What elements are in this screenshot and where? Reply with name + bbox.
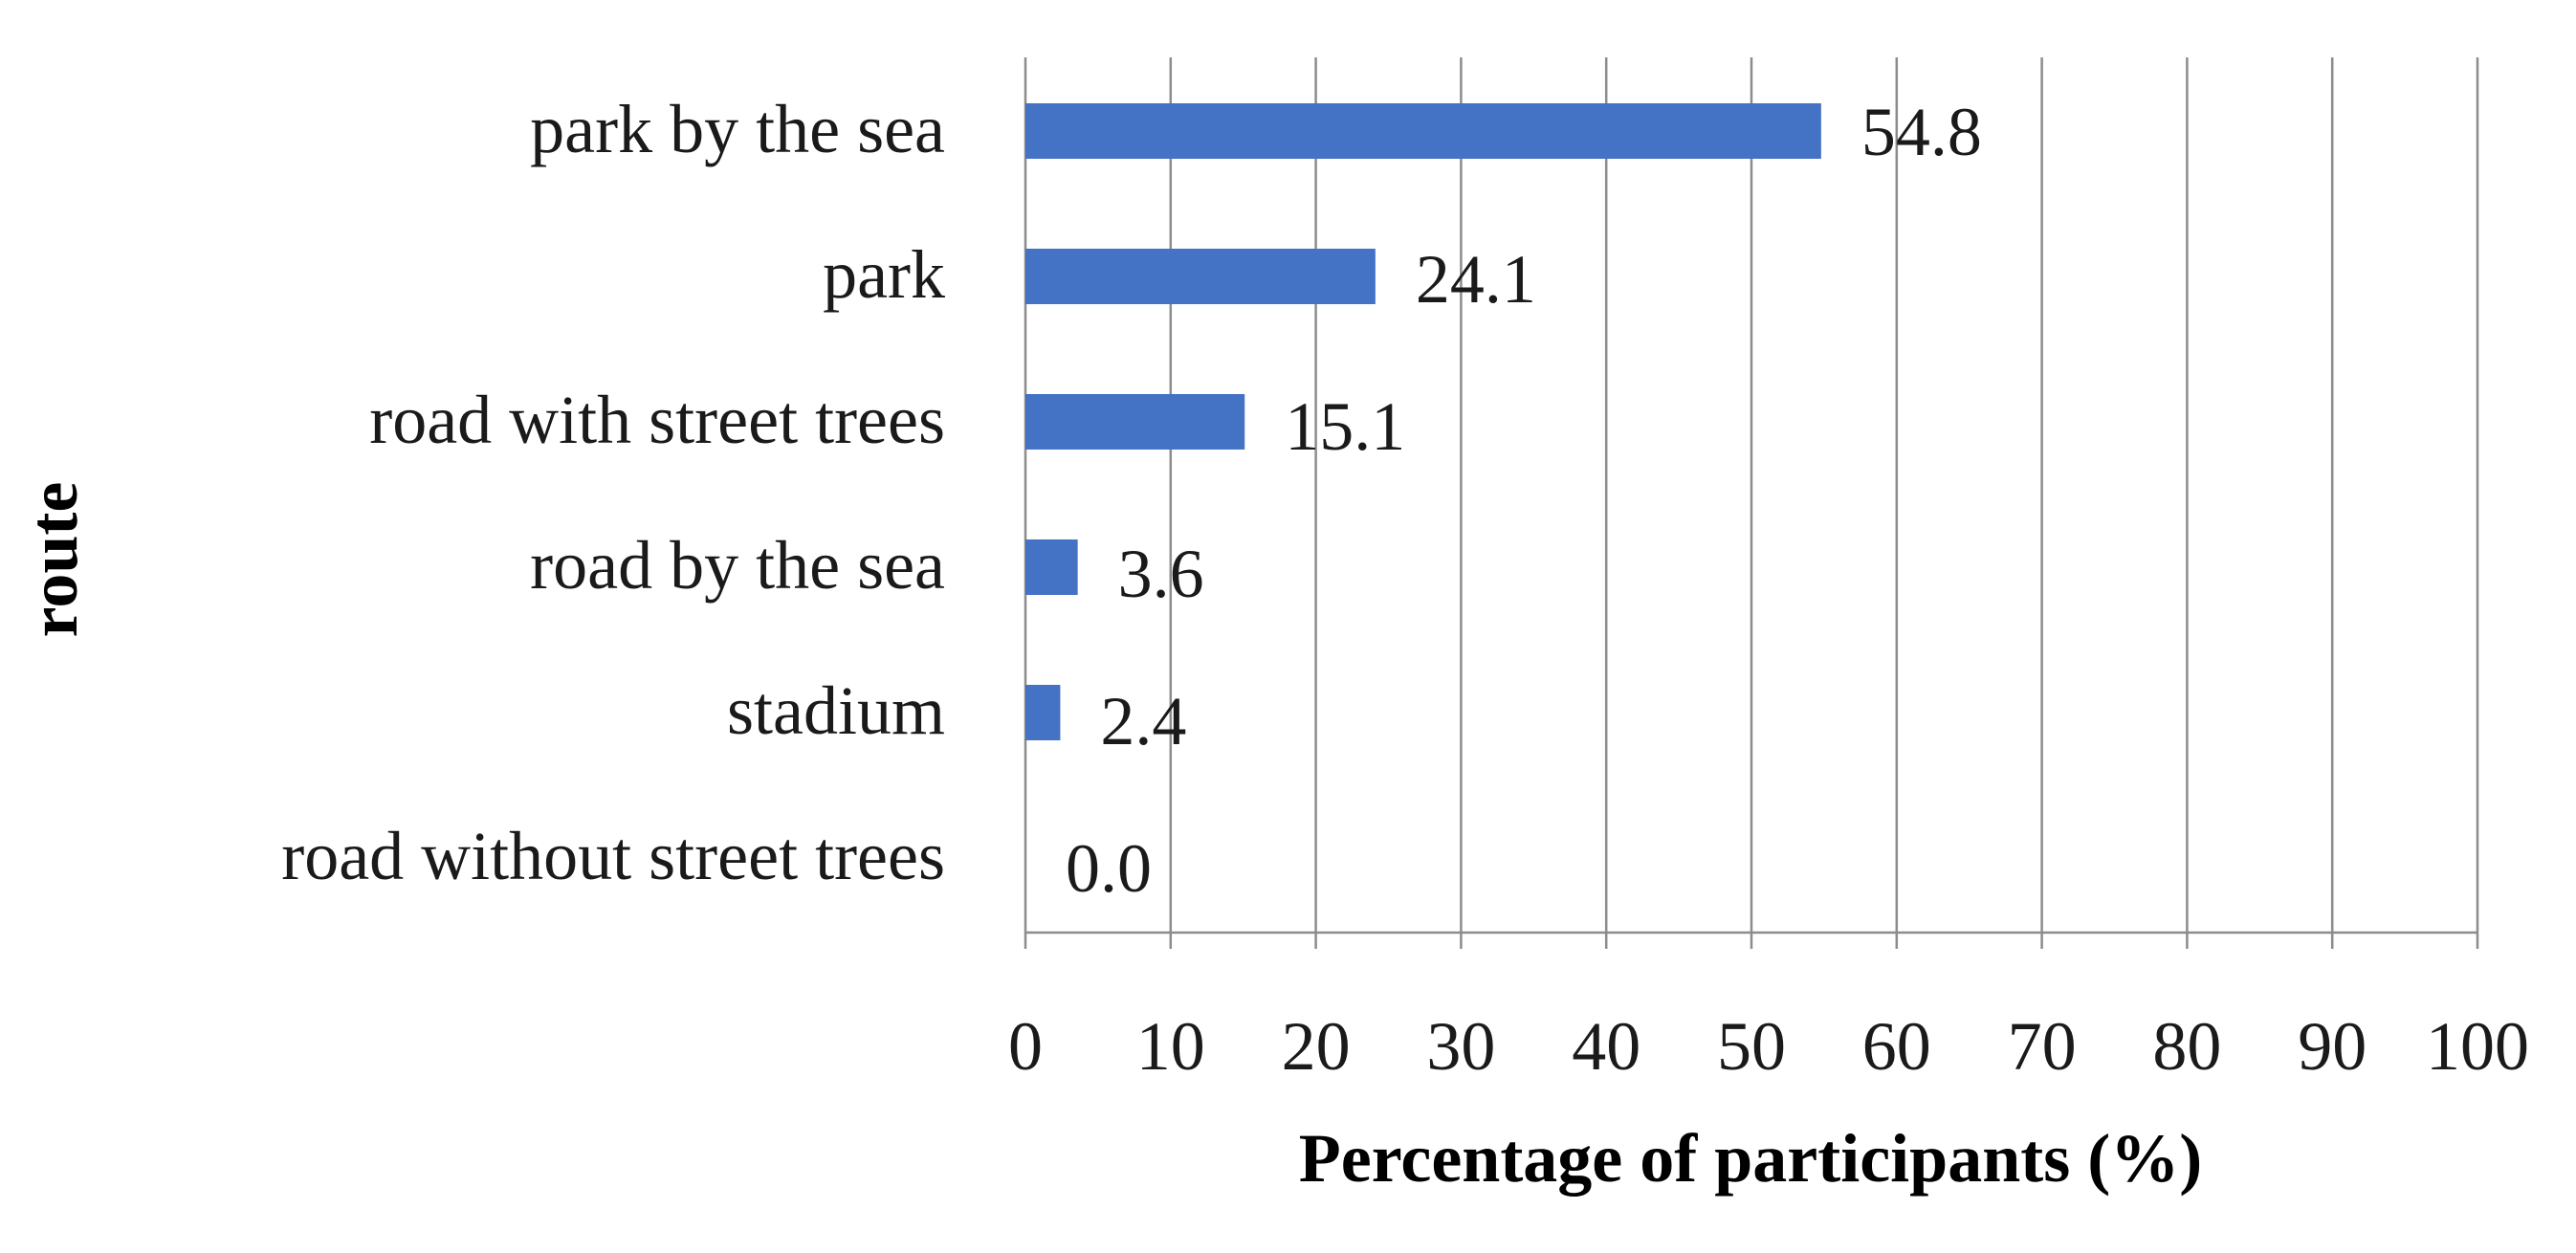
x-tick-label: 60 (1862, 1008, 1931, 1085)
category-label: road with street trees (369, 382, 945, 458)
x-tick-label: 10 (1136, 1008, 1205, 1085)
x-tick-labels: 0 10 20 30 40 50 60 70 80 90 100 (1008, 1008, 2529, 1085)
data-label: 24.1 (1416, 241, 1536, 318)
x-tick-label: 80 (2152, 1008, 2221, 1085)
bar (1025, 394, 1245, 450)
x-tick-label: 30 (1426, 1008, 1495, 1085)
category-label: road by the sea (530, 527, 945, 604)
bars (1025, 103, 1821, 740)
data-label: 15.1 (1285, 388, 1405, 465)
bar (1025, 249, 1376, 304)
data-label: 2.4 (1100, 683, 1186, 759)
x-tick-label: 20 (1282, 1008, 1351, 1085)
y-axis-title: route (15, 482, 92, 638)
bar (1025, 103, 1821, 159)
category-label: road without street trees (281, 818, 945, 894)
category-labels: park by the sea park road with street tree… (281, 91, 945, 894)
x-tick-label: 40 (1572, 1008, 1640, 1085)
bar (1025, 539, 1078, 595)
x-axis-title: Percentage of participants (%) (1299, 1120, 2202, 1197)
data-label: 0.0 (1066, 830, 1152, 907)
x-tick-label: 50 (1717, 1008, 1786, 1085)
data-label: 54.8 (1861, 94, 1982, 170)
x-tick-label: 70 (2008, 1008, 2077, 1085)
x-tick-label: 0 (1008, 1008, 1043, 1085)
data-labels: 54.8 24.115.1 3.6 2.4 0.0 (1066, 94, 1982, 907)
bar (1025, 685, 1061, 740)
gridlines (1024, 57, 2479, 949)
category-label: stadium (727, 672, 945, 749)
x-tick-label: 90 (2298, 1008, 2367, 1085)
category-label: park by the sea (530, 91, 945, 167)
data-label: 3.6 (1118, 536, 1204, 612)
category-label: park (823, 236, 945, 313)
x-tick-label: 100 (2426, 1008, 2529, 1085)
